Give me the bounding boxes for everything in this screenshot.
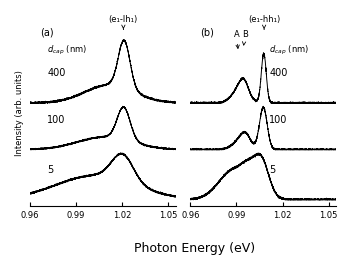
Text: A: A bbox=[234, 30, 240, 49]
Text: (b): (b) bbox=[200, 27, 215, 37]
Text: Photon Energy (eV): Photon Energy (eV) bbox=[134, 243, 255, 255]
Text: (e₁-lh₁): (e₁-lh₁) bbox=[109, 15, 138, 29]
Text: 100: 100 bbox=[47, 115, 65, 125]
Text: 5: 5 bbox=[269, 165, 275, 175]
Text: $d_{cap}$ (nm): $d_{cap}$ (nm) bbox=[269, 44, 309, 57]
Text: 400: 400 bbox=[269, 68, 287, 78]
Y-axis label: Intensity (arb. units): Intensity (arb. units) bbox=[15, 70, 24, 156]
Text: (a): (a) bbox=[40, 27, 53, 37]
Text: 400: 400 bbox=[47, 68, 65, 78]
Text: (e₁-hh₁): (e₁-hh₁) bbox=[248, 15, 280, 29]
Text: 5: 5 bbox=[47, 165, 53, 175]
Text: B: B bbox=[242, 30, 248, 45]
Text: $d_{cap}$ (nm): $d_{cap}$ (nm) bbox=[47, 44, 87, 57]
Text: 100: 100 bbox=[269, 115, 287, 125]
